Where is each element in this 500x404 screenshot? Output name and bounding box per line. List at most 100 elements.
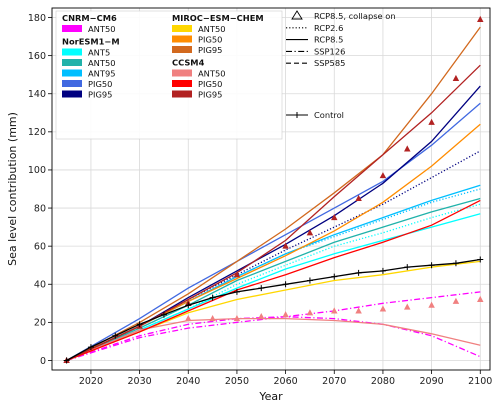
legend-label: ANT50	[88, 58, 116, 68]
series-line-ant50-rcp8-5	[66, 260, 481, 362]
series-marker-ant50-rcp8-5-collapse-on	[306, 309, 314, 316]
series-marker-ant50-rcp8-5-collapse-on	[428, 301, 435, 308]
legend-group-title: MIROC−ESM−CHEM	[172, 13, 264, 23]
legend-label: ANT50	[88, 24, 116, 34]
series-marker-ant50-rcp8-5-collapse-on	[185, 314, 192, 322]
series-marker-pig95-rcp8-5-collapse-on	[282, 242, 289, 249]
legend-style-label: SSP126	[314, 46, 345, 56]
legend-swatch	[62, 80, 82, 87]
series-marker-pig95-rcp8-5-collapse-on	[355, 194, 362, 202]
control-marker	[477, 256, 484, 263]
series-line-pig50-rcp8-5	[66, 102, 481, 362]
x-tick-label: 2060	[274, 376, 298, 387]
y-tick-label: 120	[28, 127, 46, 138]
series-marker-ant50-rcp8-5-collapse-on	[355, 307, 362, 314]
control-marker	[428, 262, 435, 269]
series-marker-ant50-rcp8-5-collapse-on	[209, 314, 216, 322]
series-line-ant50-ssp585	[66, 291, 481, 362]
control-marker	[282, 281, 289, 288]
y-tick-label: 40	[34, 280, 46, 291]
control-marker	[87, 344, 94, 351]
series-marker-pig95-rcp8-5-collapse-on	[452, 74, 460, 82]
series-marker-ant50-rcp8-5-collapse-on	[404, 303, 411, 310]
legend-label: ANT5	[88, 48, 110, 58]
control-marker	[160, 311, 167, 318]
y-tick-label: 160	[28, 51, 46, 62]
legend: CNRM−CM6ANT50NorESM1−MANT5ANT50ANT95PIG5…	[55, 10, 396, 140]
y-tick-label: 0	[40, 356, 46, 367]
legend-label: PIG95	[198, 90, 222, 100]
legend-label: PIG50	[198, 35, 222, 45]
series-marker-pig95-rcp8-5-collapse-on	[306, 229, 314, 236]
legend-style-label: RCP8.5	[314, 35, 343, 45]
series-marker-pig95-rcp8-5-collapse-on	[233, 271, 241, 278]
control-marker	[63, 357, 70, 364]
legend-swatch	[62, 48, 82, 56]
legend-swatch	[62, 90, 82, 98]
control-marker	[136, 321, 143, 328]
series-marker-ant50-rcp8-5-collapse-on	[282, 311, 289, 318]
legend-label: PIG50	[88, 79, 112, 89]
x-tick-label: 2030	[128, 376, 152, 387]
x-tick-label: 2090	[420, 376, 444, 387]
series-line-ant50-rcp8-5	[66, 197, 481, 362]
legend-control-marker	[294, 112, 300, 118]
legend-swatch	[62, 69, 82, 77]
legend-label: ANT95	[88, 69, 116, 79]
series-marker-ant50-rcp8-5-collapse-on	[258, 313, 265, 320]
legend-swatch	[172, 69, 192, 77]
series-layer	[63, 15, 484, 364]
x-tick-label: 2070	[322, 376, 346, 387]
legend-swatch	[172, 90, 192, 98]
legend-swatch	[172, 25, 192, 32]
y-tick-label: 140	[28, 89, 46, 100]
legend-style-marker	[291, 10, 303, 20]
y-axis-label: Sea level contribution (mm)	[6, 112, 19, 266]
y-tick-label: 100	[28, 165, 46, 176]
series-marker-pig95-rcp8-5-collapse-on	[428, 118, 435, 125]
series-marker-pig95-rcp8-5-collapse-on	[331, 213, 338, 221]
series-marker-ant50-rcp8-5-collapse-on	[331, 307, 338, 314]
control-marker	[404, 264, 411, 271]
legend-swatch	[172, 80, 192, 87]
legend-group-title: CNRM−CM6	[62, 13, 117, 23]
control-marker	[209, 294, 216, 301]
series-line-ant5-rcp8-5	[66, 213, 481, 362]
series-line-pig50-rcp8-5	[66, 199, 481, 362]
x-axis-label: Year	[258, 390, 283, 403]
series-marker-pig95-rcp8-5-collapse-on	[379, 172, 387, 179]
y-tick-label: 20	[34, 318, 46, 329]
x-tick-label: 2080	[371, 376, 395, 387]
legend-label: ANT50	[198, 69, 226, 79]
control-marker	[331, 273, 338, 280]
series-line-control-control	[66, 258, 481, 362]
legend-style-label: RCP8.5, collapse on	[314, 11, 396, 21]
legend-style-label: SSP585	[314, 58, 345, 68]
y-tick-label: 180	[28, 13, 46, 24]
x-tick-label: 2050	[225, 376, 249, 387]
series-line-ant95-rcp2-6	[66, 188, 481, 362]
legend-label: PIG95	[198, 45, 222, 55]
legend-group-title: CCSM4	[172, 58, 205, 68]
legend-style-label: RCP2.6	[314, 23, 343, 33]
legend-group-title: NorESM1−M	[62, 37, 120, 47]
legend-swatch	[62, 59, 82, 66]
legend-control-label: Control	[314, 110, 344, 120]
series-marker-ant50-rcp8-5-collapse-on	[379, 305, 387, 312]
control-marker	[355, 269, 362, 276]
x-tick-label: 2040	[176, 376, 200, 387]
control-marker	[185, 302, 192, 309]
control-marker	[379, 267, 386, 274]
control-marker	[112, 332, 119, 339]
legend-label: ANT50	[198, 24, 226, 34]
legend-box	[55, 10, 283, 140]
series-marker-ant50-rcp8-5-collapse-on	[477, 295, 484, 303]
series-marker-ant50-rcp8-5-collapse-on	[233, 314, 241, 322]
legend-swatch	[172, 35, 192, 43]
y-tick-label: 60	[34, 241, 46, 252]
legend-label: PIG50	[198, 79, 222, 89]
control-marker	[233, 288, 240, 295]
plot-frame	[51, 7, 491, 371]
series-marker-pig95-rcp8-5-collapse-on	[404, 145, 411, 152]
legend-swatch	[172, 46, 192, 53]
